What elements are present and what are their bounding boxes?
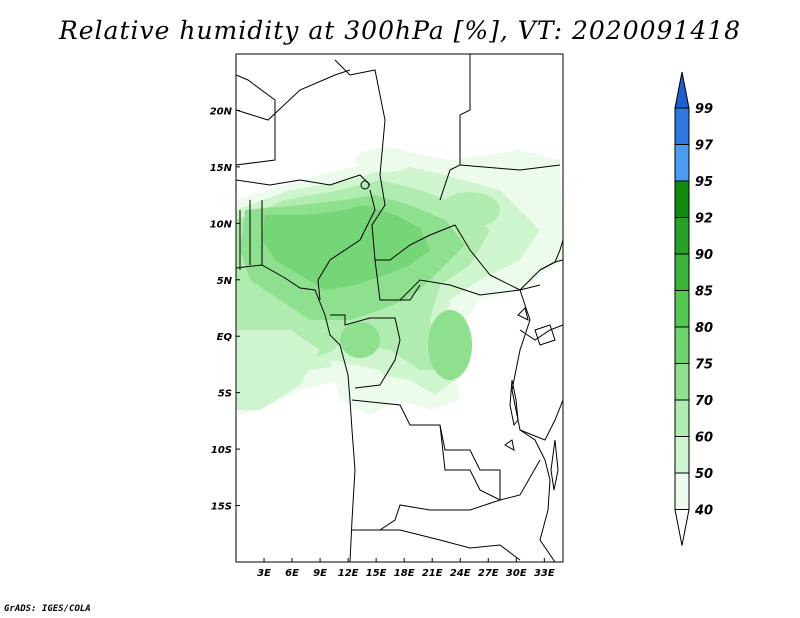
latitude-labels: 20N 15N 10N 5N EQ 5S 10S 15S [210,106,233,512]
border-mozambique [539,459,556,562]
axis-ticks [236,109,545,562]
colorbar-label: 75 [695,358,713,373]
colorbar-label: 70 [695,394,713,409]
humidity-contour-75 [262,205,430,290]
colorbar-label: 40 [694,504,713,519]
longitude-labels: 3E 6E 9E 12E 15E 18E 21E 24E 27E 30E 33E [257,568,555,579]
border-car [374,259,541,301]
border-chad [371,174,491,276]
colorbar-swatch [674,253,690,291]
colorbar-swatch [674,217,690,255]
border-mali [236,74,276,166]
colorbar-label: 95 [695,175,713,190]
lon-label: 33E [534,568,555,579]
border-nigeria-cameroon [317,189,376,301]
colorbar-swatch [674,107,690,145]
humidity-blob-central [428,310,472,380]
border-namibia [352,529,521,561]
lon-label: 24E [450,568,471,579]
humidity-blob-northeast [490,153,550,177]
lat-label: 5N [217,276,233,287]
colorbar-label: 60 [695,431,713,446]
colorbar: 99 97 95 92 90 85 80 75 70 60 50 40 [674,71,714,546]
lon-label: 27E [478,568,499,579]
colorbar-swatch [674,363,690,401]
colorbar-label: 50 [695,467,713,482]
lake-mweru [504,439,515,451]
map-frame [235,53,564,563]
border-egypt [439,54,471,201]
colorbar-bottom-arrow [674,509,690,546]
colorbar-top-arrow [674,71,690,109]
colorbar-label: 90 [695,248,713,263]
lat-label: 15S [211,502,232,513]
border-niger-nigeria [236,174,371,186]
colorbar-label: 99 [695,102,713,117]
border-ethiopia [539,239,563,271]
colorbar-label: 80 [695,321,713,336]
border-congo [330,314,401,389]
colorbar-swatch [674,326,690,364]
lat-label: 20N [210,106,233,117]
lakes [360,180,559,491]
colorbar-swatch [674,180,690,218]
colorbar-swatch [674,399,690,437]
lon-label: 6E [285,568,299,579]
lake-malawi [550,439,559,491]
lake-chad [360,180,370,190]
lat-label: 10N [210,219,233,230]
colorbar-label: 92 [695,212,713,227]
border-benin-togo [239,200,263,270]
border-angola [351,399,501,531]
lat-label: EQ [217,332,233,343]
colorbar-swatch [674,290,690,328]
border-uganda-kenya [519,324,563,341]
humidity-field [236,148,563,415]
map-title: Relative humidity at 300hPa [%], VT: 202… [58,16,742,45]
lon-label: 3E [257,568,271,579]
border-tanzania [519,399,563,441]
lon-label: 18E [394,568,415,579]
lon-label: 9E [313,568,327,579]
lat-label: 10S [211,445,232,456]
humidity-blob-south [236,330,320,410]
country-borders [236,54,563,562]
colorbar-swatch [674,472,690,510]
humidity-blob-east [440,192,500,228]
coastline [236,264,356,562]
colorbar-swatch [674,144,690,182]
border-zambia [439,424,541,501]
lon-label: 12E [338,568,359,579]
lake-victoria [534,324,556,346]
lat-label: 5S [218,389,232,400]
humidity-blob-north [355,148,415,172]
colorbar-swatch [674,436,690,474]
lake-albert [517,307,529,321]
colorbar-label: 85 [695,285,713,300]
lon-label: 15E [366,568,387,579]
lon-label: 21E [422,568,443,579]
border-libya [334,59,386,176]
lat-label: 15N [210,163,233,174]
lake-tanganyika [509,379,519,427]
lon-label: 30E [506,568,527,579]
border-algeria-niger [236,69,351,121]
colorbar-label: 97 [695,139,714,154]
grads-credit: GrADS: IGES/COLA [4,604,91,614]
humidity-blob-gulf [340,322,380,358]
border-drc [400,284,546,461]
